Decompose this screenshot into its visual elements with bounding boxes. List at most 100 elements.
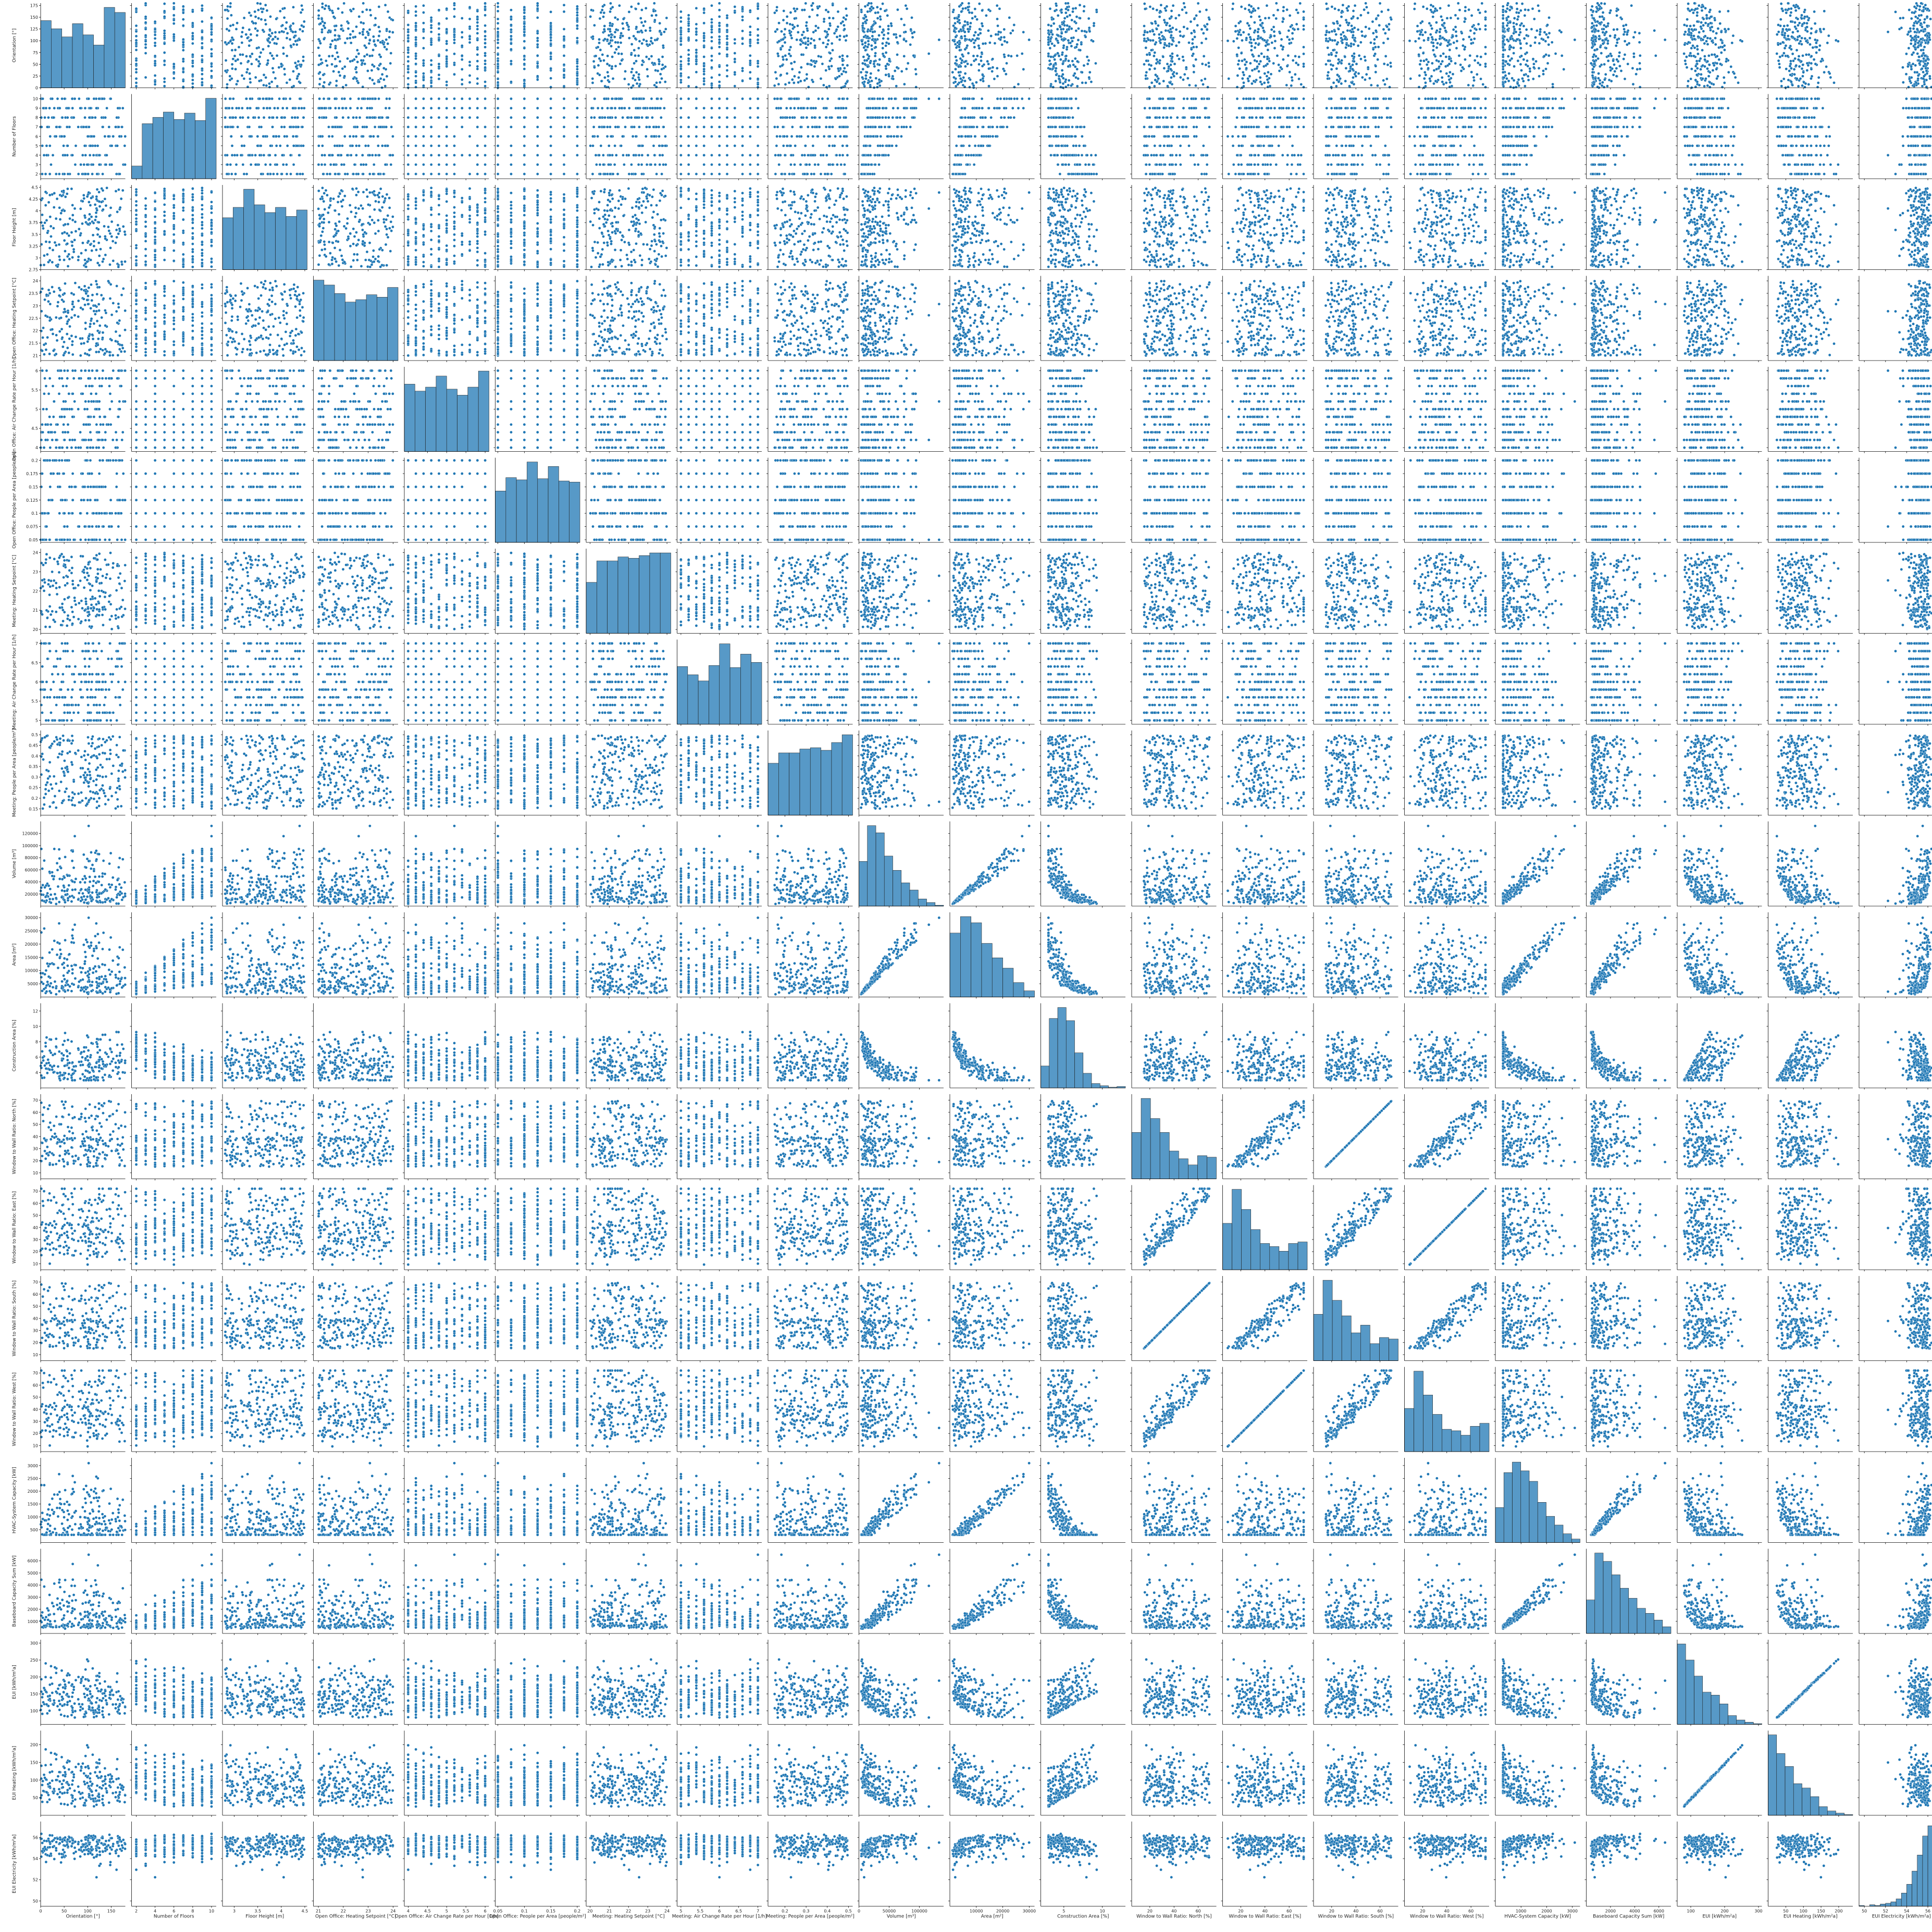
scatter-point [172, 14, 175, 17]
scatter-point [172, 65, 175, 68]
scatter-point [258, 55, 261, 58]
scatter-point [229, 5, 231, 8]
scatter-point [144, 52, 147, 54]
scatter-point [232, 58, 234, 60]
scatter-point [299, 28, 301, 31]
scatter-point [262, 84, 265, 86]
scatter-point [386, 28, 388, 30]
scatter-point [320, 58, 323, 61]
scatter-point [340, 24, 343, 27]
scatter-point [135, 42, 138, 44]
scatter-point [154, 55, 156, 57]
scatter-point [280, 30, 283, 33]
histogram-bar [62, 37, 72, 88]
scatter-point [362, 33, 364, 36]
scatter-point [163, 3, 166, 5]
histogram-bar [72, 23, 83, 88]
scatter-point [407, 48, 410, 51]
scatter-point [144, 2, 147, 5]
scatter-point [369, 14, 372, 17]
scatter-point [430, 59, 432, 61]
scatter-point [363, 44, 366, 47]
scatter-point [331, 55, 334, 57]
scatter-point [484, 52, 487, 54]
scatter-point [163, 10, 166, 13]
histogram-bar [115, 13, 125, 88]
scatter-point [163, 36, 166, 39]
scatter-point [355, 26, 357, 28]
scatter-point [259, 3, 262, 5]
scatter-point [343, 75, 346, 78]
scatter-point [135, 68, 138, 70]
scatter-point [182, 38, 184, 41]
scatter-point [326, 64, 328, 67]
scatter-point [275, 42, 278, 45]
scatter-point [407, 34, 410, 36]
scatter-point [172, 8, 175, 10]
scatter-point [358, 32, 361, 34]
scatter-point [191, 65, 194, 67]
scatter-point [430, 24, 432, 27]
scatter-point [352, 30, 354, 32]
scatter-point [247, 60, 250, 63]
scatter-point [231, 63, 233, 66]
scatter-point [364, 63, 366, 65]
scatter-point [280, 65, 283, 68]
scatter-point [154, 33, 156, 36]
scatter-point [272, 57, 275, 60]
scatter-point [225, 59, 227, 61]
scatter-point [342, 86, 344, 89]
scatter-point [255, 58, 258, 61]
scatter-point [373, 65, 375, 68]
scatter-point [201, 9, 203, 12]
scatter-point [349, 36, 351, 39]
scatter-point [453, 64, 455, 66]
scatter-point [254, 27, 257, 30]
scatter-point [339, 74, 341, 77]
scatter-r1-c4 [312, 2, 399, 90]
scatter-point [368, 55, 371, 57]
scatter-point [241, 31, 243, 33]
scatter-point [172, 39, 175, 42]
scatter-point [135, 59, 138, 61]
scatter-point [248, 11, 251, 14]
scatter-point [289, 38, 291, 41]
scatter-point [144, 21, 147, 24]
histogram-1: 0255075100125150175 [30, 3, 126, 91]
scatter-point [388, 36, 391, 39]
scatter-point [367, 32, 369, 34]
scatter-point [373, 40, 375, 43]
scatter-point [252, 22, 255, 24]
scatter-point [461, 54, 463, 57]
scatter-point [238, 46, 240, 48]
scatter-point [226, 83, 228, 85]
scatter-point [256, 2, 259, 5]
scatter-point [461, 78, 463, 81]
scatter-point [232, 39, 234, 41]
scatter-point [362, 2, 365, 5]
scatter-point [172, 63, 175, 65]
scatter-point [274, 31, 277, 33]
scatter-point [372, 35, 375, 38]
scatter-point [154, 37, 156, 40]
scatter-point [257, 9, 259, 11]
scatter-point [335, 80, 338, 82]
scatter-point [378, 30, 381, 33]
scatter-point [248, 72, 251, 75]
scatter-point [292, 85, 295, 88]
scatter-point [364, 36, 367, 39]
scatter-point [368, 28, 371, 31]
scatter-point [468, 26, 471, 28]
scatter-point [268, 82, 270, 85]
scatter-point [366, 53, 368, 56]
scatter-point [278, 66, 280, 69]
scatter-point [144, 40, 147, 43]
scatter-point [391, 31, 394, 33]
scatter-point [321, 6, 324, 8]
scatter-point [240, 62, 242, 65]
scatter-r1-c3 [221, 2, 307, 90]
scatter-point [210, 69, 213, 72]
scatter-point [337, 38, 339, 41]
y-tick-label: 125 [30, 27, 38, 32]
